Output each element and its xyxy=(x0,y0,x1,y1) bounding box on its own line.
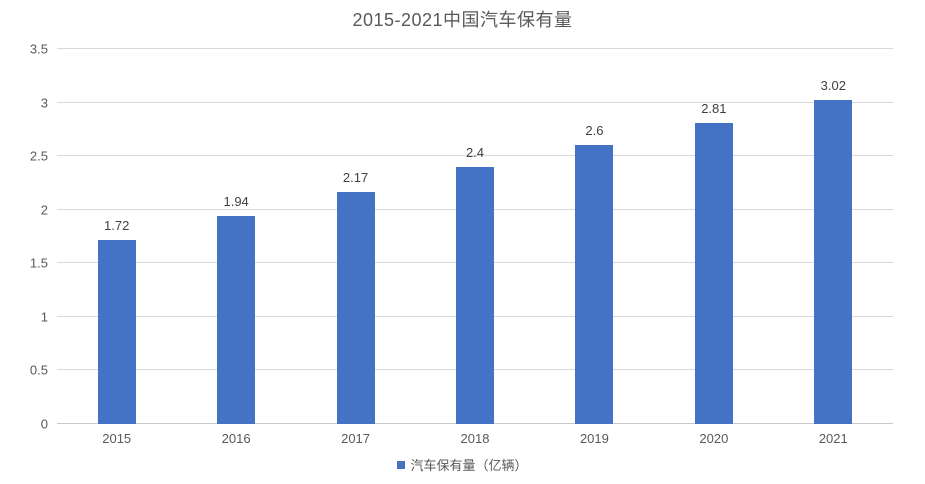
bar-value-label: 2.81 xyxy=(701,100,727,116)
bar-value-label: 2.4 xyxy=(465,144,485,160)
y-tick-label: 2 xyxy=(40,202,48,218)
bar-2018 xyxy=(456,166,494,424)
x-tick-label: 2020 xyxy=(699,431,729,446)
bar-value-label: 2.17 xyxy=(342,169,369,185)
y-tick-label: 1 xyxy=(40,309,48,325)
chart-title: 2015-2021中国汽车保有量 xyxy=(352,10,573,30)
x-tick-label: 2017 xyxy=(341,431,371,446)
x-tick-label: 2021 xyxy=(818,431,848,446)
y-tick-label: 0 xyxy=(40,416,48,432)
gridline xyxy=(57,101,893,103)
y-tick-label: 3.5 xyxy=(29,41,48,57)
bar-2015 xyxy=(97,239,136,424)
x-tick-label: 2019 xyxy=(579,431,609,446)
plot-area: 1.72 1.94 2.17 2.4 2.6 2.81 3.02 xyxy=(57,48,893,424)
bar-value-label: 1.72 xyxy=(104,217,130,233)
y-axis: 0 0.5 1 1.5 2 2.5 3 3.5 xyxy=(0,42,48,432)
legend: 汽车保有量（亿辆） xyxy=(0,455,925,474)
y-tick-label: 2.5 xyxy=(29,148,48,164)
gridline xyxy=(57,48,893,49)
bar-2016 xyxy=(217,216,256,424)
gridline xyxy=(57,155,893,157)
legend-marker-square-icon xyxy=(397,460,406,469)
bar-2021 xyxy=(814,100,853,424)
legend-label: 汽车保有量（亿辆） xyxy=(410,458,528,473)
bar-value-label: 1.94 xyxy=(223,194,249,210)
y-tick-label: 1.5 xyxy=(29,255,48,271)
bar-2020 xyxy=(694,122,733,424)
y-tick-label: 3 xyxy=(40,95,48,111)
x-tick-label: 2018 xyxy=(460,431,490,446)
x-tick-label: 2015 xyxy=(102,431,132,446)
y-tick-label: 0.5 xyxy=(29,362,48,378)
bar-2019 xyxy=(575,145,614,424)
bar-value-label: 3.02 xyxy=(820,78,846,94)
bar-2017 xyxy=(336,191,375,424)
x-tick-label: 2016 xyxy=(221,431,251,446)
x-axis: 2015 2016 2017 2018 2019 2020 2021 xyxy=(57,424,893,448)
bar-value-label: 2.6 xyxy=(585,123,604,139)
